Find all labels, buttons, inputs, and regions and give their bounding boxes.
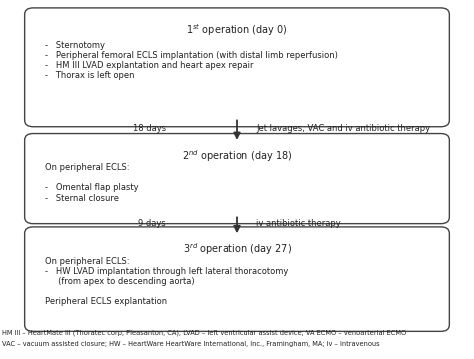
Text: -   HW LVAD implantation through left lateral thoracotomy: - HW LVAD implantation through left late…	[45, 267, 288, 276]
Text: VAC – vacuum assisted closure; HW – HeartWare HeartWare International, Inc., Fra: VAC – vacuum assisted closure; HW – Hear…	[2, 341, 380, 347]
Text: 18 days: 18 days	[133, 124, 166, 133]
Text: (from apex to descending aorta): (from apex to descending aorta)	[45, 277, 195, 286]
Text: -   Omental flap plasty: - Omental flap plasty	[45, 183, 139, 192]
Text: 3$^{rd}$ operation (day 27): 3$^{rd}$ operation (day 27)	[182, 241, 292, 257]
Text: -   Sternotomy: - Sternotomy	[45, 41, 105, 50]
FancyBboxPatch shape	[25, 227, 449, 331]
Text: Jet lavages, VAC and iv antibiotic therapy: Jet lavages, VAC and iv antibiotic thera…	[256, 124, 430, 133]
FancyBboxPatch shape	[25, 8, 449, 127]
Text: -   Thorax is left open: - Thorax is left open	[45, 71, 135, 80]
Text: 1$^{st}$ operation (day 0): 1$^{st}$ operation (day 0)	[186, 22, 288, 38]
Text: HM III – HeartMate III (Thoratec corp, Pleasanton, CA); LVAD – left ventricular : HM III – HeartMate III (Thoratec corp, P…	[2, 329, 407, 336]
Text: 9 days: 9 days	[138, 219, 166, 228]
Text: -   Sternal closure: - Sternal closure	[45, 194, 119, 202]
Text: On peripheral ECLS:: On peripheral ECLS:	[45, 163, 129, 172]
Text: -   HM III LVAD explantation and heart apex repair: - HM III LVAD explantation and heart ape…	[45, 61, 254, 70]
Text: iv antibiotic therapy: iv antibiotic therapy	[256, 219, 341, 228]
Text: Peripheral ECLS explantation: Peripheral ECLS explantation	[45, 297, 167, 306]
FancyBboxPatch shape	[25, 134, 449, 224]
Text: -   Peripheral femoral ECLS implantation (with distal limb reperfusion): - Peripheral femoral ECLS implantation (…	[45, 51, 338, 60]
Text: On peripheral ECLS:: On peripheral ECLS:	[45, 257, 129, 266]
Text: 2$^{nd}$ operation (day 18): 2$^{nd}$ operation (day 18)	[182, 148, 292, 164]
